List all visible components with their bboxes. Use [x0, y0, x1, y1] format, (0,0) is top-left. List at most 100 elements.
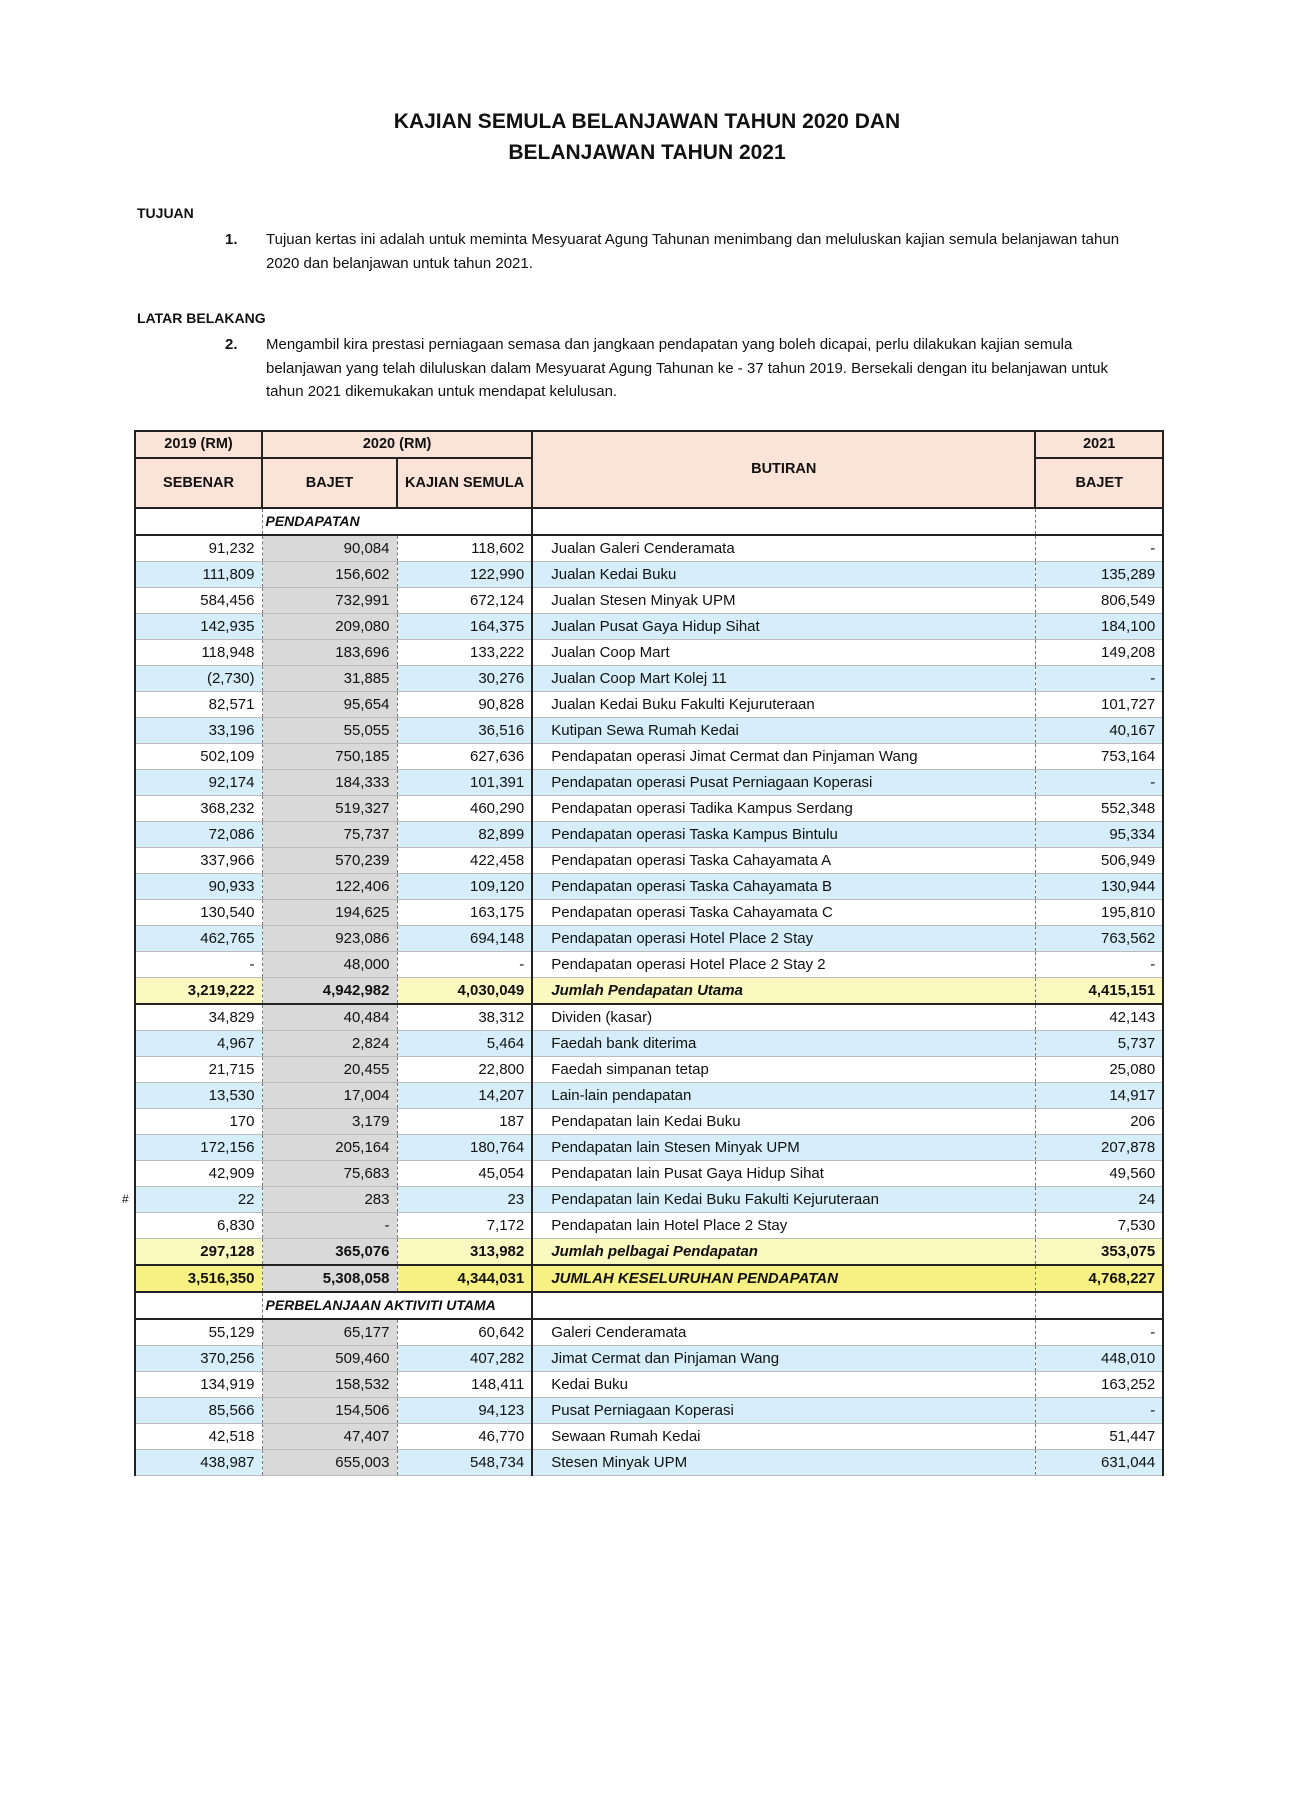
- cell-bajet-2020: 5,308,058: [261, 1264, 397, 1293]
- cell-bajet-2021: 25,080: [1034, 1056, 1165, 1083]
- cell-bajet-2020: 750,185: [261, 743, 397, 770]
- cell-kajian-semula-2020: 313,982: [396, 1238, 533, 1266]
- cell-bajet-2020: 154,506: [261, 1397, 397, 1424]
- cell-butiran: Sewaan Rumah Kedai: [531, 1423, 1036, 1450]
- cell-bajet-2021: 4,415,151: [1034, 977, 1165, 1005]
- table-row: 42,909 75,683 45,054 Pendapatan lain Pusat …: [134, 1160, 1165, 1187]
- cell-butiran: Pendapatan operasi Tadika Kampus Serdang: [531, 795, 1036, 822]
- cell-butiran: Jualan Pusat Gaya Hidup Sihat: [531, 613, 1036, 640]
- header-kajian-semula: KAJIAN SEMULA: [395, 456, 534, 509]
- cell-bajet-2020: 655,003: [261, 1449, 397, 1476]
- paragraph-item-2: 2. Mengambil kira prestasi perniagaan se…: [225, 333, 1145, 404]
- cell-bajet-2020: 194,625: [261, 899, 397, 926]
- cell-butiran: Jualan Kedai Buku: [531, 561, 1036, 588]
- table-row: 42,518 47,407 46,770 Sewaan Rumah Kedai 51,4…: [134, 1423, 1165, 1450]
- cell-empty: [134, 507, 262, 536]
- cell-butiran: Pendapatan lain Hotel Place 2 Stay: [531, 1212, 1036, 1239]
- cell-sebenar-2019: 3,219,222: [134, 977, 262, 1005]
- subtotal-row: 297,128 365,076 313,982 Jumlah pelbagai Pen…: [134, 1238, 1165, 1266]
- cell-bajet-2021: 40,167: [1034, 717, 1165, 744]
- cell-kajian-semula-2020: 4,030,049: [396, 977, 533, 1005]
- cell-empty: [531, 1291, 1036, 1320]
- table-row: 370,256 509,460 407,282 Jimat Cermat dan Pi…: [134, 1345, 1165, 1372]
- section-label: PERBELANJAAN AKTIVITI UTAMA: [261, 1291, 533, 1320]
- cell-bajet-2020: 4,942,982: [261, 977, 397, 1005]
- cell-kajian-semula-2020: 118,602: [396, 534, 533, 562]
- cell-bajet-2021: 7,530: [1034, 1212, 1165, 1239]
- cell-butiran: Pendapatan lain Stesen Minyak UPM: [531, 1134, 1036, 1161]
- cell-bajet-2020: 283: [261, 1186, 397, 1213]
- cell-bajet-2021: -: [1034, 534, 1165, 562]
- cell-bajet-2021: 806,549: [1034, 587, 1165, 614]
- cell-bajet-2021: 763,562: [1034, 925, 1165, 952]
- cell-bajet-2020: 365,076: [261, 1238, 397, 1266]
- table-row: 4,967 2,824 5,464 Faedah bank diterima 5,737: [134, 1030, 1165, 1057]
- cell-kajian-semula-2020: 36,516: [396, 717, 533, 744]
- cell-sebenar-2019: 368,232: [134, 795, 262, 822]
- cell-butiran: Kedai Buku: [531, 1371, 1036, 1398]
- paragraph-2: Mengambil kira prestasi perniagaan semas…: [266, 336, 1108, 400]
- cell-kajian-semula-2020: 22,800: [396, 1056, 533, 1083]
- cell-bajet-2020: 570,239: [261, 847, 397, 874]
- table-row: 90,933 122,406 109,120 Pendapatan operasi T…: [134, 873, 1165, 900]
- cell-butiran: Faedah simpanan tetap: [531, 1056, 1036, 1083]
- cell-sebenar-2019: 337,966: [134, 847, 262, 874]
- row-marker: #: [122, 1191, 129, 1206]
- title-line-2: BELANJAWAN TAHUN 2021: [508, 141, 786, 164]
- cell-bajet-2020: 75,683: [261, 1160, 397, 1187]
- table-row: 172,156 205,164 180,764 Pendapatan lain Ste…: [134, 1134, 1165, 1161]
- cell-bajet-2020: -: [261, 1212, 397, 1239]
- cell-bajet-2021: 195,810: [1034, 899, 1165, 926]
- cell-bajet-2021: 163,252: [1034, 1371, 1165, 1398]
- cell-bajet-2020: 40,484: [261, 1003, 397, 1031]
- table-row: 92,174 184,333 101,391 Pendapatan operasi P…: [134, 769, 1165, 796]
- cell-sebenar-2019: 584,456: [134, 587, 262, 614]
- cell-butiran: Kutipan Sewa Rumah Kedai: [531, 717, 1036, 744]
- cell-sebenar-2019: 72,086: [134, 821, 262, 848]
- table-row: (2,730) 31,885 30,276 Jualan Coop Mart Kole…: [134, 665, 1165, 692]
- cell-kajian-semula-2020: 46,770: [396, 1423, 533, 1450]
- subtotal-row: 3,219,222 4,942,982 4,030,049 Jumlah Pendap…: [134, 977, 1165, 1005]
- cell-kajian-semula-2020: 109,120: [396, 873, 533, 900]
- cell-bajet-2021: -: [1034, 769, 1165, 796]
- cell-bajet-2020: 47,407: [261, 1423, 397, 1450]
- cell-butiran: Pendapatan operasi Taska Cahayamata A: [531, 847, 1036, 874]
- cell-butiran: Pendapatan operasi Pusat Perniagaan Kope…: [531, 769, 1036, 796]
- cell-kajian-semula-2020: 163,175: [396, 899, 533, 926]
- cell-bajet-2021: 4,768,227: [1034, 1264, 1165, 1293]
- cell-kajian-semula-2020: 422,458: [396, 847, 533, 874]
- cell-bajet-2020: 65,177: [261, 1318, 397, 1346]
- table-row: 118,948 183,696 133,222 Jualan Coop Mart 149…: [134, 639, 1165, 666]
- cell-sebenar-2019: 172,156: [134, 1134, 262, 1161]
- table-row: 462,765 923,086 694,148 Pendapatan operasi …: [134, 925, 1165, 952]
- cell-sebenar-2019: -: [134, 951, 262, 978]
- cell-sebenar-2019: 21,715: [134, 1056, 262, 1083]
- cell-bajet-2020: 75,737: [261, 821, 397, 848]
- cell-butiran: Pendapatan lain Pusat Gaya Hidup Sihat: [531, 1160, 1036, 1187]
- budget-table: 2019 (RM) 2020 (RM) BUTIRAN 2021 SEBENAR…: [122, 429, 1165, 1476]
- cell-sebenar-2019: 33,196: [134, 717, 262, 744]
- cell-bajet-2021: 448,010: [1034, 1345, 1165, 1372]
- cell-value: 22: [237, 1190, 255, 1208]
- cell-bajet-2020: 3,179: [261, 1108, 397, 1135]
- paragraph-item-1: 1. Tujuan kertas ini adalah untuk memint…: [225, 228, 1145, 275]
- cell-sebenar-2019: 55,129: [134, 1318, 262, 1346]
- cell-butiran: Faedah bank diterima: [531, 1030, 1036, 1057]
- section-heading-latar-belakang: LATAR BELAKANG: [137, 310, 266, 326]
- cell-bajet-2020: 183,696: [261, 639, 397, 666]
- cell-bajet-2020: 184,333: [261, 769, 397, 796]
- cell-sebenar-2019: 85,566: [134, 1397, 262, 1424]
- table-row: 368,232 519,327 460,290 Pendapatan operasi …: [134, 795, 1165, 822]
- header-bajet-2020: BAJET: [261, 456, 398, 509]
- cell-sebenar-2019: 42,909: [134, 1160, 262, 1187]
- cell-bajet-2021: 14,917: [1034, 1082, 1165, 1109]
- cell-butiran: Jimat Cermat dan Pinjaman Wang: [531, 1345, 1036, 1372]
- section-label: PENDAPATAN: [261, 507, 533, 536]
- cell-kajian-semula-2020: 90,828: [396, 691, 533, 718]
- cell-kajian-semula-2020: 14,207: [396, 1082, 533, 1109]
- total-row: 3,516,350 5,308,058 4,344,031 JUMLAH KESELU…: [134, 1264, 1165, 1293]
- cell-kajian-semula-2020: 94,123: [396, 1397, 533, 1424]
- cell-butiran: Stesen Minyak UPM: [531, 1449, 1036, 1476]
- cell-sebenar-2019: 438,987: [134, 1449, 262, 1476]
